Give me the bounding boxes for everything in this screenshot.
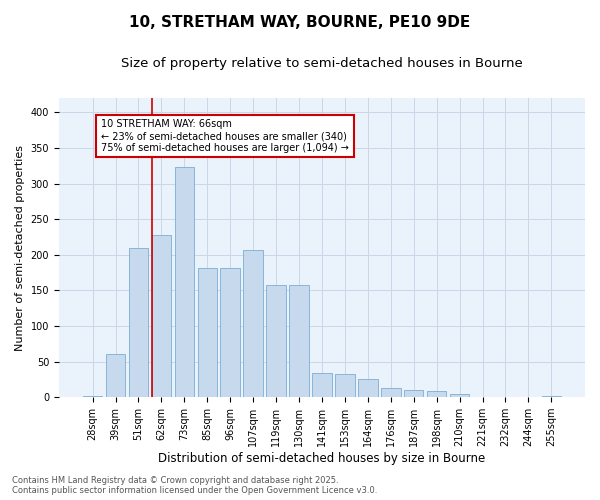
Bar: [197, 268, 217, 397]
Text: Contains HM Land Registry data © Crown copyright and database right 2025.
Contai: Contains HM Land Registry data © Crown c…: [12, 476, 377, 495]
Bar: [473, 396, 492, 397]
Y-axis label: Number of semi-detached properties: Number of semi-detached properties: [15, 144, 25, 350]
Bar: [542, 396, 561, 397]
Text: 10, STRETHAM WAY, BOURNE, PE10 9DE: 10, STRETHAM WAY, BOURNE, PE10 9DE: [130, 15, 470, 30]
Bar: [335, 374, 355, 397]
Bar: [518, 396, 538, 397]
Bar: [128, 248, 148, 397]
Bar: [266, 286, 286, 397]
Bar: [381, 388, 401, 397]
Bar: [220, 268, 240, 397]
Bar: [358, 380, 377, 397]
Bar: [312, 373, 332, 397]
Bar: [427, 391, 446, 397]
Bar: [244, 250, 263, 397]
Bar: [83, 396, 103, 397]
X-axis label: Distribution of semi-detached houses by size in Bourne: Distribution of semi-detached houses by …: [158, 452, 485, 465]
Text: 10 STRETHAM WAY: 66sqm
← 23% of semi-detached houses are smaller (340)
75% of se: 10 STRETHAM WAY: 66sqm ← 23% of semi-det…: [101, 120, 349, 152]
Title: Size of property relative to semi-detached houses in Bourne: Size of property relative to semi-detach…: [121, 58, 523, 70]
Bar: [450, 394, 469, 397]
Bar: [106, 354, 125, 397]
Bar: [289, 286, 309, 397]
Bar: [152, 235, 171, 397]
Bar: [404, 390, 424, 397]
Bar: [175, 167, 194, 397]
